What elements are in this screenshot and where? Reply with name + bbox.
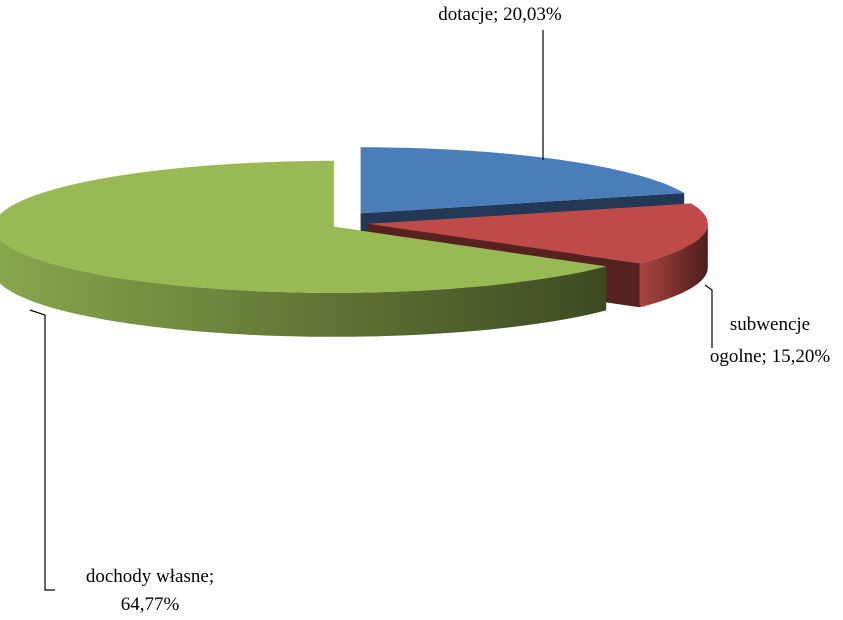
data-label: ogolne; 15,20% bbox=[710, 346, 830, 367]
data-label: 64,77% bbox=[121, 594, 180, 615]
slice bbox=[0, 160, 607, 293]
slice bbox=[360, 147, 685, 214]
slice-side bbox=[0, 239, 607, 337]
data-label: dochody własne; bbox=[86, 566, 214, 587]
data-label: dotacje; 20,03% bbox=[438, 4, 562, 25]
leader-line bbox=[29, 309, 55, 591]
leader-line bbox=[704, 284, 713, 348]
slice bbox=[367, 203, 708, 264]
data-label: subwencje bbox=[730, 314, 810, 335]
slice-side bbox=[639, 223, 708, 308]
